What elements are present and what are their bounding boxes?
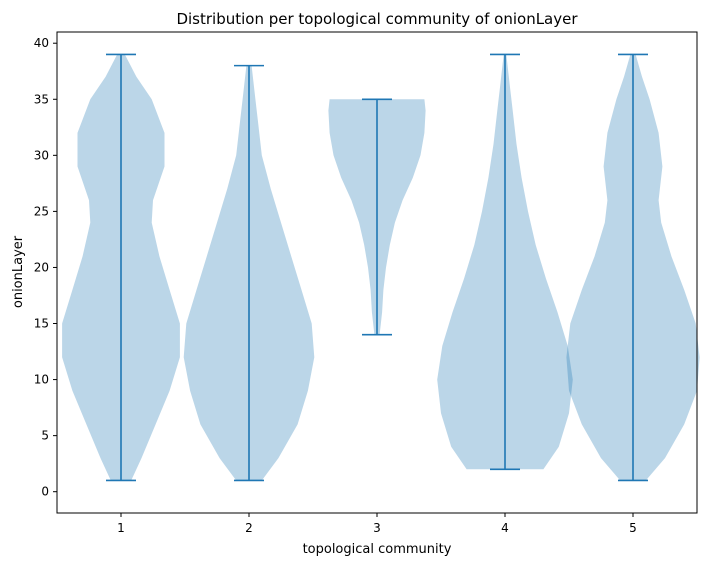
y-axis-label: onionLayer (11, 235, 26, 308)
y-tick-label: 20 (34, 260, 49, 274)
plot-area (56, 31, 700, 514)
x-tick-label: 1 (117, 521, 125, 535)
x-axis-label: topological community (303, 542, 452, 557)
x-tick-label: 5 (629, 521, 637, 535)
x-axis: 1 2 3 4 5 (117, 513, 637, 535)
y-tick-label: 15 (34, 317, 49, 331)
x-tick-label: 2 (245, 521, 253, 535)
y-tick-label: 40 (34, 36, 49, 50)
y-tick-label: 0 (41, 485, 49, 499)
x-tick-label: 3 (373, 521, 381, 535)
chart-title: Distribution per topological community o… (176, 10, 578, 28)
violins-group (62, 53, 700, 482)
y-axis: 0 5 10 15 20 25 30 35 40 (34, 36, 57, 499)
y-tick-label: 25 (34, 204, 49, 218)
y-tick-label: 10 (34, 373, 49, 387)
x-tick-label: 4 (501, 521, 509, 535)
y-tick-label: 35 (34, 92, 49, 106)
y-tick-label: 5 (41, 429, 49, 443)
y-tick-label: 30 (34, 148, 49, 162)
